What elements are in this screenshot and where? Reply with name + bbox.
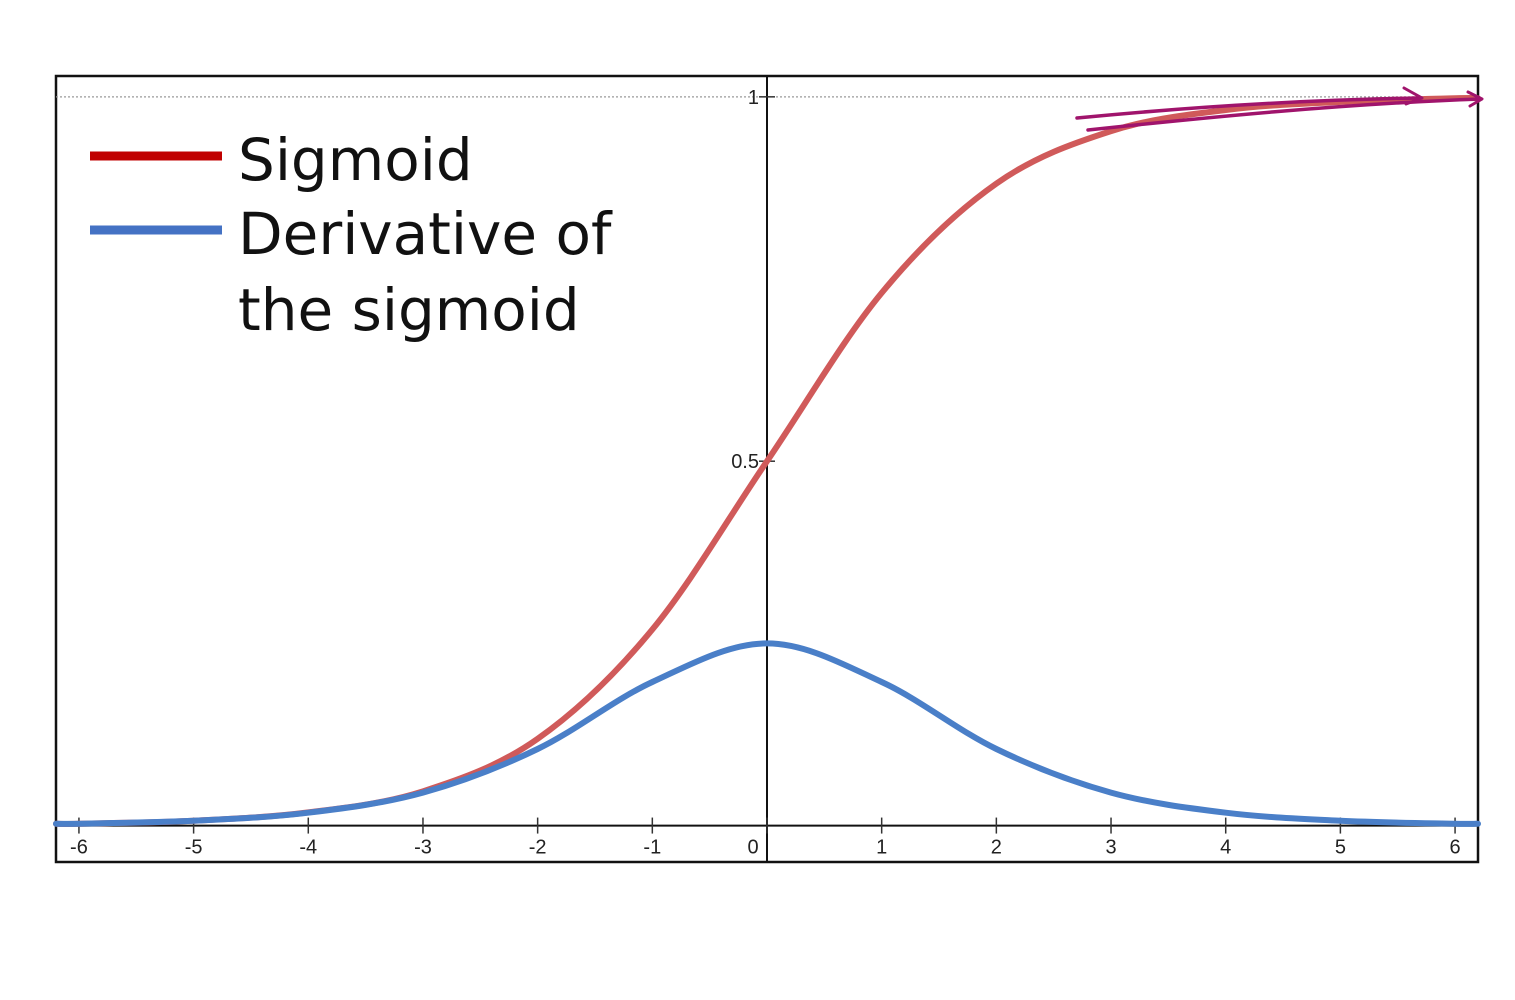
annotation-stroke [1086,97,1482,132]
y-tick-label: 0.5 [731,451,759,473]
annotation-stroke [1075,96,1422,120]
x-tick-label: -4 [299,837,317,859]
x-tick-label: 6 [1450,837,1461,859]
x-tick-label: -3 [414,837,432,859]
derivative-line [53,640,1481,827]
x-tick-label: 1 [876,837,887,859]
x-tick-label: 5 [1335,837,1346,859]
y-tick-label: 1 [748,87,759,109]
x-tick-label: -5 [185,837,203,859]
x-tick-label: -6 [70,837,88,859]
x-tick-label: 2 [991,837,1002,859]
hand-drawn-annotation [1075,86,1484,132]
legend-label: Sigmoid [238,126,473,194]
annotation-arrowhead [1402,86,1424,106]
x-tick-label: 4 [1220,837,1231,859]
annotation-arrowhead [1466,90,1484,108]
x-tick-label: 3 [1105,837,1116,859]
legend-label: the sigmoid [238,276,580,344]
plot-layer: -6 -5 -4 -3 -2 -1 0 1 2 3 4 5 6 0.5 1 [53,76,1481,862]
x-tick-label: -2 [529,837,547,859]
x-tick-label: 0 [747,837,758,859]
legend-label: Derivative of [238,200,613,268]
x-tick-label: -1 [643,837,661,859]
